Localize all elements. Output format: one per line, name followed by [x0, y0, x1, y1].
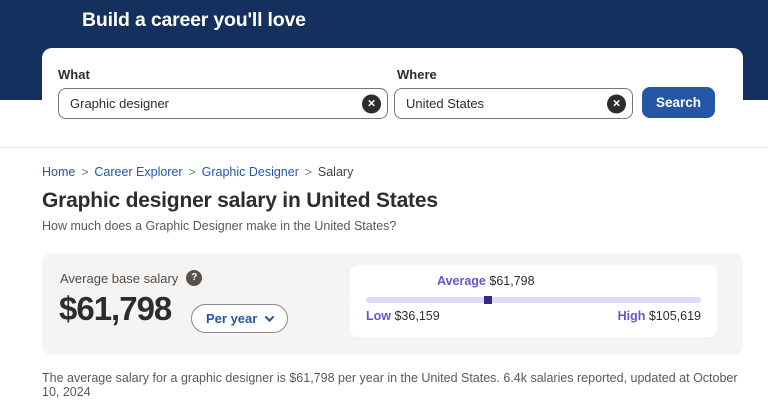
what-input-wrapper: × [58, 88, 388, 119]
clear-where-icon[interactable]: × [607, 94, 626, 113]
breadcrumb-career-explorer[interactable]: Career Explorer [94, 165, 183, 179]
what-input[interactable] [59, 89, 387, 118]
range-high-value: $105,619 [648, 309, 701, 323]
salary-amount: $61,798 [59, 290, 172, 327]
salary-range-track [366, 296, 701, 304]
average-salary-label-row: Average base salary ? [60, 270, 203, 286]
breadcrumb-current: Salary [317, 165, 354, 179]
range-low-word: Low [366, 309, 391, 323]
range-high: High $105,619 [618, 309, 701, 323]
hero-title: Build a career you'll love [82, 9, 306, 31]
search-button[interactable]: Search [642, 87, 715, 118]
search-bar: What × Where × Search [42, 48, 743, 140]
range-average-word: Average [437, 274, 486, 288]
where-input-wrapper: × [394, 88, 633, 119]
breadcrumb: Home > Career Explorer > Graphic Designer > Sa… [42, 165, 353, 179]
range-low: Low $36,159 [366, 309, 440, 323]
page-subtitle: How much does a Graphic Designer make in… [42, 219, 397, 233]
where-label: Where [397, 67, 437, 82]
range-low-value: $36,159 [394, 309, 440, 323]
period-selector-value: Per year [206, 311, 258, 326]
range-high-word: High [617, 309, 646, 323]
salary-summary-text: The average salary for a graphic designe… [42, 371, 738, 399]
range-marker[interactable] [484, 296, 493, 304]
help-icon[interactable]: ? [186, 270, 203, 286]
clear-what-icon[interactable]: × [362, 94, 381, 113]
breadcrumb-separator: > [188, 165, 196, 179]
where-input[interactable] [395, 89, 632, 118]
chevron-down-icon [264, 312, 275, 323]
breadcrumb-home[interactable]: Home [42, 165, 76, 179]
section-divider [0, 147, 768, 148]
average-salary-label: Average base salary [60, 270, 179, 286]
average-salary-card: Average base salary ? $61,798 Per year A… [42, 253, 743, 355]
salary-range-box: Average $61,798 Low $36,159 High $105,61… [350, 265, 717, 337]
breadcrumb-separator: > [81, 165, 89, 179]
range-average-label: Average $61,798 [437, 274, 535, 288]
range-average-value: $61,798 [489, 274, 535, 288]
breadcrumb-separator: > [304, 165, 312, 179]
page-title: Graphic designer salary in United States [42, 189, 438, 212]
what-label: What [58, 67, 90, 82]
breadcrumb-graphic-designer[interactable]: Graphic Designer [201, 165, 299, 179]
period-selector[interactable]: Per year [191, 304, 289, 333]
